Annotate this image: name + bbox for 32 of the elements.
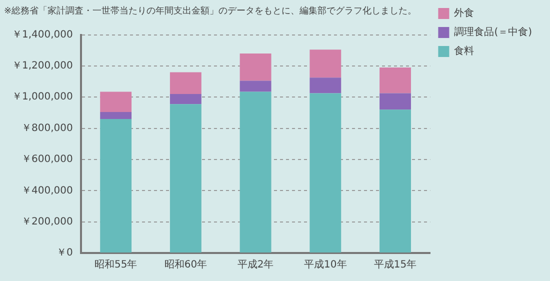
bar (240, 54, 272, 81)
y-tick-label: ￥0 (56, 248, 73, 259)
bar (170, 72, 202, 94)
bar (100, 112, 132, 119)
x-tick-label: 平成2年 (237, 258, 274, 271)
y-tick-label: ￥200,000 (22, 216, 73, 228)
x-tick-label: 昭和55年 (94, 258, 138, 271)
bar (310, 78, 342, 94)
bar (310, 93, 342, 252)
bar (380, 110, 411, 252)
legend-label: 外食 (454, 7, 474, 20)
bar (380, 68, 411, 94)
bar (240, 92, 272, 252)
bar (170, 104, 202, 252)
chart-title: ※総務省「家計調査・一世帯当たりの年間支出金額」のデータをもとに、編集部でグラフ化しました。 (4, 6, 417, 17)
y-tick-label: ￥600,000 (22, 154, 73, 166)
y-tick-label: ￥1,200,000 (12, 60, 73, 72)
y-tick-label: ￥1,400,000 (12, 29, 73, 40)
bar (170, 94, 202, 104)
bar (240, 80, 272, 92)
x-tick-label: 昭和60年 (164, 258, 208, 271)
y-tick-label: ￥400,000 (22, 185, 73, 196)
x-tick-label: 平成10年 (304, 258, 347, 271)
legend-label: 調理食品(＝中食) (454, 26, 532, 38)
legend-label: 食料 (454, 45, 474, 58)
x-tick-label: 平成15年 (374, 258, 417, 271)
y-tick-label: ￥800,000 (22, 122, 73, 134)
bar (380, 93, 411, 110)
y-tick-label: ￥1,000,000 (12, 92, 73, 103)
bar (100, 118, 132, 252)
bar (310, 50, 342, 78)
bar (100, 92, 132, 112)
